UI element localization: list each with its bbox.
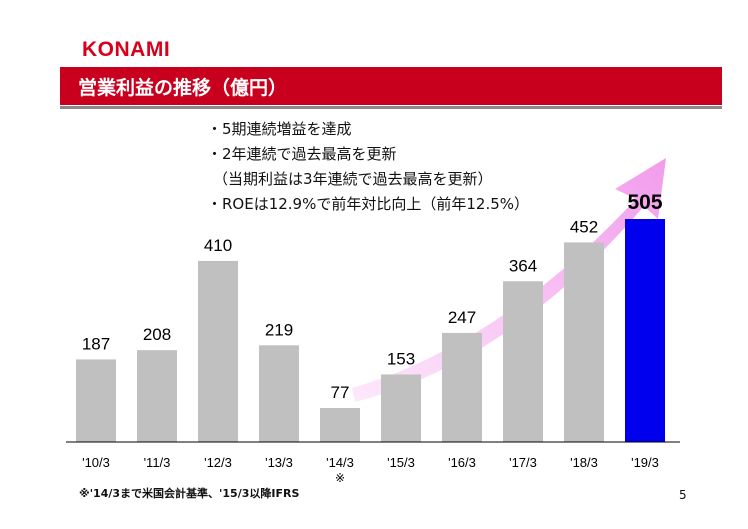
accounting-footnote: ※'14/3まで米国会計基準、'15/3以降IFRS <box>79 487 300 500</box>
highlight-item: （当期利益は3年連続で過去最高を更新） <box>213 170 493 188</box>
bar--14-3 <box>320 407 360 442</box>
bar--17-3 <box>503 281 543 442</box>
highlight-item: ・5期連続増益を達成 <box>207 120 352 138</box>
slide-title-bar: 営業利益の推移（億円） <box>60 67 722 109</box>
bar--12-3 <box>198 260 238 442</box>
category-label: '16/3 <box>448 455 476 470</box>
value-label: 208 <box>143 325 171 344</box>
value-label: 452 <box>570 217 598 236</box>
bar--13-3 <box>259 345 299 442</box>
bar--18-3 <box>564 242 604 442</box>
value-label: 364 <box>509 256 537 275</box>
category-label: '10/3 <box>82 455 110 470</box>
value-label: 219 <box>265 320 293 339</box>
value-label: 247 <box>448 308 476 327</box>
highlight-item: ・ROEは12.9%で前年対比向上（前年12.5%） <box>207 195 530 213</box>
category-label: '17/3 <box>509 455 537 470</box>
category-label: '13/3 <box>265 455 293 470</box>
category-note-mark: ※ <box>335 471 345 485</box>
category-label: '15/3 <box>387 455 415 470</box>
bar--11-3 <box>137 350 177 442</box>
growth-arrow <box>352 158 666 402</box>
bar--15-3 <box>381 374 421 442</box>
highlights-list: ・5期連続増益を達成 ・2年連続で過去最高を更新 （当期利益は3年連続で過去最高… <box>207 117 529 217</box>
bar--19-3 <box>625 219 665 442</box>
category-label: '19/3 <box>631 455 659 470</box>
category-label: '18/3 <box>570 455 598 470</box>
slide-title: 営業利益の推移（億円） <box>78 76 288 99</box>
value-label: 153 <box>387 349 415 368</box>
value-label: 410 <box>204 236 232 255</box>
bar--16-3 <box>442 332 482 442</box>
bar--10-3 <box>76 359 116 442</box>
highlight-item: ・2年連続で過去最高を更新 <box>207 145 397 163</box>
category-label: '12/3 <box>204 455 232 470</box>
value-label: 505 <box>627 191 662 214</box>
category-label: '14/3 <box>326 455 354 470</box>
konami-logo: KONAMI <box>82 38 171 61</box>
page-number: 5 <box>679 488 687 502</box>
value-label: 77 <box>331 383 350 402</box>
value-label: 187 <box>82 334 110 353</box>
category-label: '11/3 <box>144 455 171 470</box>
